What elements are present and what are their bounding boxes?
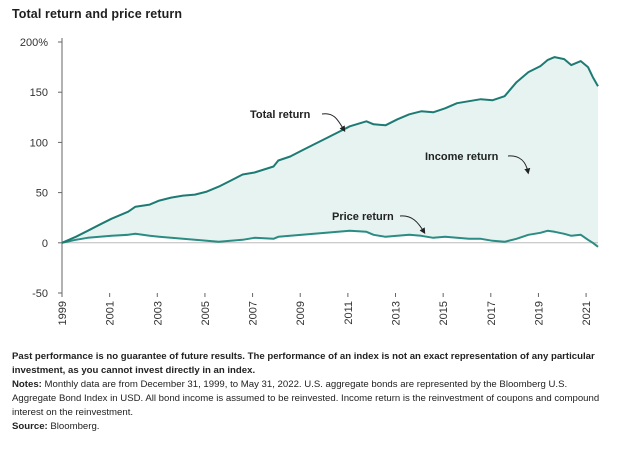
arrow-total-return — [321, 113, 346, 133]
x-tick-label: 2015 — [438, 301, 450, 325]
source-text: Bloomberg. — [47, 421, 100, 432]
x-tick-label: 2001 — [105, 301, 117, 325]
arrow-price-return — [399, 215, 426, 235]
x-tick-label: 2021 — [581, 301, 593, 325]
disclaimer-text: Past performance is no guarantee of futu… — [12, 351, 595, 376]
chart-area: 200% 150 100 50 0 -50 1999 2001 2003 2005 2007 2009… — [20, 37, 599, 325]
x-tick-label: 2009 — [295, 301, 307, 325]
x-tick-label: 2005 — [200, 301, 212, 325]
y-tick-label: 50 — [36, 188, 48, 200]
notes-label: Notes: — [12, 379, 42, 390]
income-return-area — [62, 57, 598, 247]
y-tick-label: 100 — [30, 137, 48, 149]
y-tick-label: 200% — [20, 37, 48, 49]
annotation-income-return: Income return — [425, 151, 499, 163]
annotation-price-return: Price return — [332, 211, 394, 223]
price-return-line — [61, 229, 599, 248]
y-tick-label: 150 — [30, 87, 48, 99]
notes-text: Monthly data are from December 31, 1999,… — [12, 379, 600, 418]
x-tick-label: 2013 — [391, 301, 403, 325]
chart-title: Total return and price return — [12, 7, 183, 21]
x-tick-label: 2017 — [486, 301, 498, 325]
x-tick-label: 2019 — [533, 301, 545, 325]
total-return-line — [61, 56, 599, 244]
x-tick-label: 1999 — [57, 301, 69, 325]
x-tick-label: 2011 — [343, 301, 355, 325]
source-paragraph: Source: Bloomberg. — [12, 420, 612, 434]
footnotes: Past performance is no guarantee of futu… — [12, 350, 612, 434]
x-tick-label: 2007 — [248, 301, 260, 325]
notes-paragraph: Notes: Monthly data are from December 31… — [12, 378, 612, 420]
source-label: Source: — [12, 421, 48, 432]
x-tick-label: 2003 — [152, 301, 164, 325]
arrow-income-return — [507, 155, 531, 175]
y-tick-label: -50 — [32, 288, 48, 300]
annotation-total-return: Total return — [250, 109, 311, 121]
y-tick-label: 0 — [42, 238, 48, 250]
